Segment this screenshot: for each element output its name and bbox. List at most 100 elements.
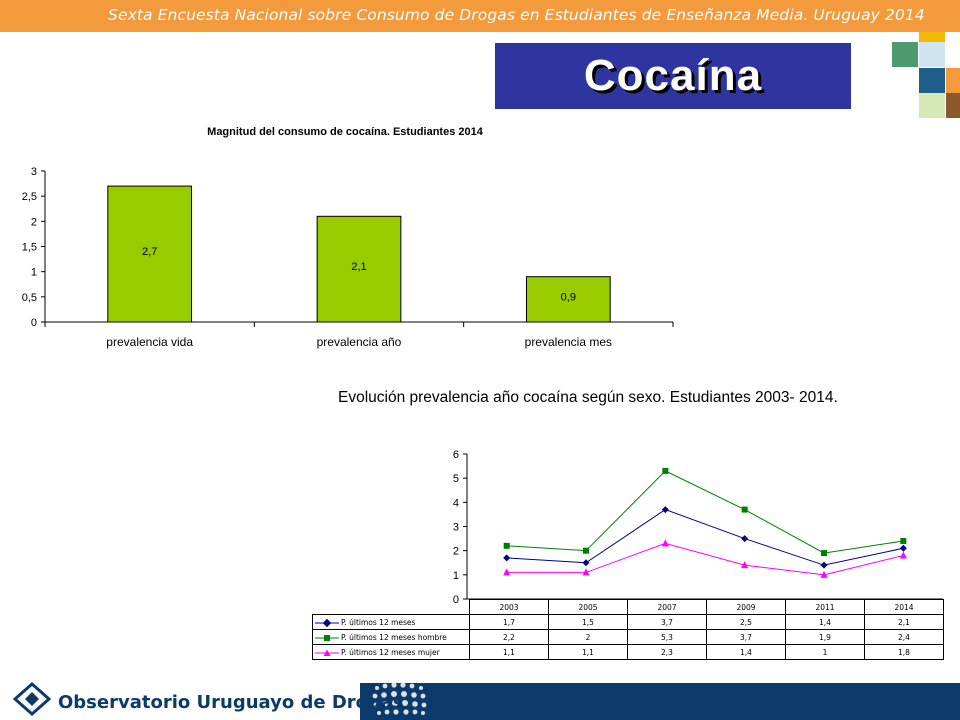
legend-label-total: P. últimos 12 meses: [341, 617, 416, 627]
table-series-label: P. últimos 12 meses: [312, 614, 470, 630]
series-point: [741, 506, 748, 513]
table-year-header: 2005: [548, 599, 628, 615]
line-y-tick-label: 6: [453, 449, 459, 461]
logo-square-blue: [919, 68, 945, 93]
series-point: [899, 544, 907, 552]
series-point: [741, 561, 749, 569]
table-series-label: P. últimos 12 meses hombre: [312, 629, 470, 645]
series-point: [503, 554, 511, 562]
table-cell: 3,7: [627, 614, 707, 630]
line-y-tick-label: 1: [453, 570, 459, 582]
series-point: [661, 506, 669, 514]
bar-y-tick-label: 3: [31, 166, 37, 178]
table-cell: 2,3: [627, 644, 707, 660]
bar-y-tick-label: 1,5: [22, 242, 37, 254]
legend-label-hombre: P. últimos 12 meses hombre: [341, 632, 447, 642]
table-series-label: P. últimos 12 meses mujer: [312, 644, 470, 660]
table-cell: 2,1: [864, 614, 944, 630]
table-cell: 1,4: [706, 644, 786, 660]
footer-brand-text: Observatorio Uruguayo de Drogas: [58, 692, 404, 713]
table-cell: 2,2: [469, 629, 549, 645]
table-row: P. últimos 12 meses hombre 2,2 2 5,3 3,7…: [312, 629, 944, 645]
table-year-header: 2014: [864, 599, 944, 615]
table-row: P. últimos 12 meses 1,7 1,5 3,7 2,5 1,4 …: [312, 614, 944, 630]
legend-key-hombre: [315, 634, 339, 641]
logo-square-lime: [919, 93, 945, 118]
table-cell: 1,5: [548, 614, 628, 630]
series-point: [820, 561, 828, 569]
section-badge: Cocaína: [495, 43, 851, 109]
series-point: [821, 550, 827, 557]
line-chart-data-table: 2003 2005 2007 2009 2011 2014 P. últimos…: [312, 599, 944, 660]
bar-y-tick-label: 2,5: [22, 191, 37, 203]
logo-square-green: [892, 42, 918, 67]
table-year-header: 2009: [706, 599, 786, 615]
series-point: [582, 568, 590, 576]
table-cell: 2,5: [706, 614, 786, 630]
series-point: [900, 538, 907, 544]
bar-y-tick-label: 2: [31, 216, 37, 228]
bar-category-label: prevalencia vida: [106, 335, 193, 349]
line-y-tick-label: 5: [453, 473, 459, 485]
table-year-header: 2003: [469, 599, 549, 615]
series-point: [820, 570, 828, 578]
bar-chart-title: Magnitud del consumo de cocaína. Estudia…: [207, 126, 484, 138]
top-banner: Sexta Encuesta Nacional sobre Consumo de…: [0, 0, 960, 32]
bar-chart: Magnitud del consumo de cocaína. Estudia…: [22, 126, 674, 349]
bar-y-tick-label: 0: [31, 317, 37, 329]
logo-square-brown: [946, 93, 960, 118]
line-y-tick-label: 3: [453, 522, 459, 534]
bar-y-tick-label: 0,5: [22, 292, 37, 304]
bar-value-label: 2,7: [142, 246, 157, 258]
logo-square-yellow: [919, 32, 945, 42]
series-point: [503, 542, 510, 549]
footer-bar: [0, 680, 960, 720]
table-cell: 1,9: [785, 629, 865, 645]
series-line: [506, 470, 904, 554]
table-cell: 1,1: [469, 644, 549, 660]
bar-value-label: 2,1: [351, 261, 366, 273]
table-row: P. últimos 12 meses mujer 1,1 1,1 2,3 1,…: [312, 644, 944, 660]
table-header-row: 2003 2005 2007 2009 2011 2014: [312, 599, 944, 615]
series-point: [662, 467, 669, 474]
table-cell: 2,4: [864, 629, 944, 645]
section-title: Cocaína: [583, 51, 763, 100]
bar: [316, 215, 402, 323]
bar: [107, 185, 193, 323]
table-cell: 1,8: [864, 644, 944, 660]
line-y-tick-label: 4: [453, 497, 459, 509]
legend-key-mujer: [315, 649, 339, 656]
table-cell: 3,7: [706, 629, 786, 645]
series-line: [506, 509, 904, 566]
dot-pattern-icon: [372, 682, 427, 715]
table-cell: 1: [785, 644, 865, 660]
line-chart-title: Evolución prevalencia año cocaína según …: [338, 389, 838, 406]
series-point: [582, 559, 590, 567]
table-year-header: 2011: [785, 599, 865, 615]
series-point: [661, 539, 669, 547]
bar-value-label: 0,9: [561, 291, 576, 303]
table-cell: 1,1: [548, 644, 628, 660]
series-point: [583, 547, 589, 554]
bar: [525, 276, 611, 323]
series-point: [899, 551, 907, 559]
series-point: [741, 535, 749, 543]
line-y-tick-label: 2: [453, 546, 459, 558]
footer-band: [360, 683, 960, 720]
table-corner-cell: [312, 599, 470, 615]
legend-key-total: [315, 618, 339, 627]
table-cell: 1,7: [469, 614, 549, 630]
logo-square-light-blue: [919, 42, 945, 67]
legend-label-mujer: P. últimos 12 meses mujer: [341, 647, 440, 657]
observatory-logo-icon: [12, 682, 52, 716]
series-line: [506, 542, 904, 576]
table-cell: 1,4: [785, 614, 865, 630]
survey-title: Sexta Encuesta Nacional sobre Consumo de…: [108, 6, 925, 24]
bar-y-tick-label: 1: [31, 267, 37, 279]
table-cell: 5,3: [627, 629, 707, 645]
bar-category-label: prevalencia mes: [525, 335, 612, 349]
series-point: [503, 568, 511, 576]
table-cell: 2: [548, 629, 628, 645]
logo-square-orange: [946, 68, 960, 93]
table-year-header: 2007: [627, 599, 707, 615]
